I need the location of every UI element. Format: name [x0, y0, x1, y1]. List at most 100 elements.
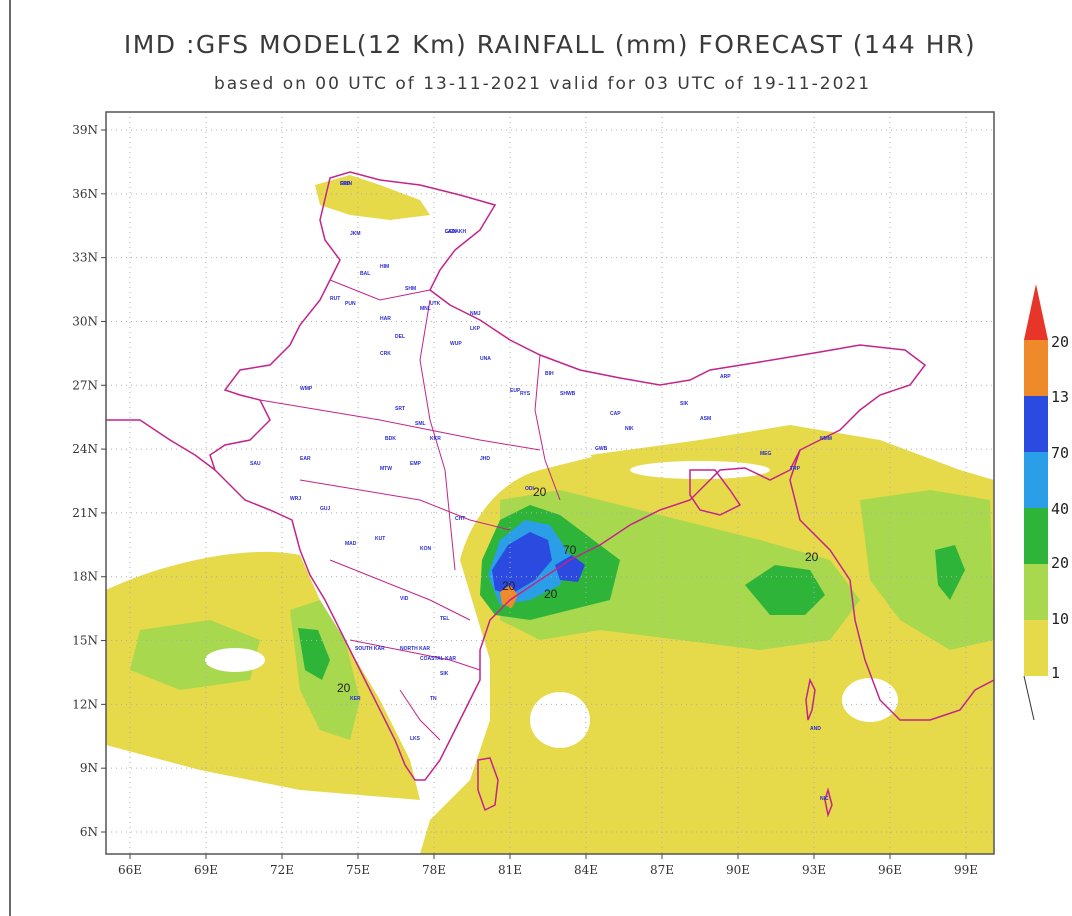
clear-patch-srilanka-east: [530, 692, 590, 748]
station-label: BIH: [545, 371, 554, 377]
state-line-4: [329, 559, 471, 621]
y-tick-label: 27N: [72, 378, 98, 392]
station-label: LADAKH: [445, 229, 466, 235]
station-label: KER: [350, 696, 361, 702]
station-label: UTK: [430, 301, 441, 307]
state-line-8: [399, 689, 441, 741]
station-label: DEL: [395, 334, 405, 340]
station-label: HIM: [380, 264, 389, 270]
station-label: BDK: [385, 436, 396, 442]
station-label: TN: [430, 696, 437, 702]
station-label: NIK: [625, 426, 634, 432]
legend-arrow-top: [1024, 284, 1048, 340]
station-label: FBD: [340, 181, 351, 187]
rain-zone-arabian-sea: [106, 551, 420, 800]
station-label: EMP: [410, 461, 422, 467]
x-tick-label: 96E: [878, 863, 902, 877]
station-label: MTW: [380, 466, 392, 472]
station-label: NMM: [820, 436, 832, 442]
y-tick-label: 15N: [72, 634, 98, 648]
legend-swatch-10: [1024, 564, 1048, 620]
station-labels: SRIN LADAKH JKM HIM UTK PUN HAR DEL WUP EUP BIH SHW…: [250, 181, 832, 802]
pakistan-border: [106, 419, 216, 471]
rain-zone-darkblue-main: [492, 532, 552, 595]
state-line-7: [534, 354, 561, 501]
rain-zone-orange-core: [500, 585, 518, 608]
station-label: ODI: [525, 486, 535, 492]
myanmar-border: [789, 449, 930, 721]
clear-patch-arabian: [205, 648, 265, 672]
station-label: SML: [415, 421, 426, 427]
x-tick-label: 84E: [574, 863, 598, 877]
contour-label: 20: [533, 485, 547, 499]
state-line-2: [259, 399, 541, 451]
legend-label: 40: [1051, 500, 1069, 518]
contour-label: 20: [544, 587, 558, 601]
station-label: MAD: [345, 541, 357, 547]
legend-swatch-40: [1024, 452, 1048, 508]
x-tick-label: 90E: [726, 863, 750, 877]
station-label: CHT: [455, 516, 465, 522]
thailand-border: [929, 679, 994, 721]
india-outline: [209, 171, 927, 781]
station-label: NORTH KAR: [400, 646, 430, 652]
political-boundaries: [106, 171, 994, 818]
station-label: CRK: [380, 351, 391, 357]
x-tick-label: 66E: [118, 863, 142, 877]
station-label: NIC: [820, 796, 829, 802]
station-label: RUT: [330, 296, 340, 302]
x-tick-label: 99E: [954, 863, 978, 877]
y-tick-label: 33N: [72, 251, 98, 265]
plot-frame: [105, 111, 995, 855]
bangladesh-outline: [689, 469, 742, 516]
rainfall-shading: [106, 175, 994, 854]
rain-zone-light-green-arabian: [130, 620, 260, 690]
station-label: UNA: [480, 356, 491, 362]
station-label: ASM: [700, 416, 711, 422]
state-line-3: [299, 479, 511, 531]
contour-label: 20: [502, 579, 516, 593]
station-label: SHWB: [560, 391, 576, 397]
y-tick-label: 18N: [72, 570, 98, 584]
station-label: HAR: [380, 316, 391, 322]
x-tick-label: 69E: [194, 863, 218, 877]
station-label: MNL: [420, 306, 431, 312]
x-tick-label: 72E: [270, 863, 294, 877]
legend-swatch-1: [1024, 620, 1048, 676]
station-label: SRT: [395, 406, 405, 412]
contour-labels: 20 20 20 70 20 20: [337, 485, 819, 695]
station-label: GGN: [445, 229, 457, 235]
left-edge-rule: [9, 0, 11, 916]
x-tick-label: 75E: [346, 863, 370, 877]
rain-zone-green-east: [935, 545, 965, 600]
rain-zone-light-green-east: [860, 490, 994, 650]
srilanka-outline: [477, 757, 499, 812]
station-label: KON: [420, 546, 432, 552]
station-label: PUN: [345, 301, 356, 307]
y-tick-label: 24N: [72, 442, 98, 456]
station-label: SIK: [440, 671, 449, 677]
state-line-1: [329, 279, 431, 301]
y-tick-label: 6N: [80, 825, 98, 839]
legend-label: 20: [1051, 554, 1069, 572]
contour-label: 20: [337, 681, 351, 695]
station-label: TEL: [440, 616, 449, 622]
legend-label: 20: [1051, 333, 1069, 351]
station-label: MEG: [760, 451, 772, 457]
station-label: ARP: [720, 374, 731, 380]
station-label: EUP: [510, 388, 521, 394]
legend-swatch-20: [1024, 508, 1048, 564]
legend-swatch-70: [1024, 396, 1048, 452]
station-label: JHD: [480, 456, 490, 462]
station-label: KUT: [375, 536, 385, 542]
legend-arrow-bottom: [1023, 675, 1035, 721]
station-label: WRJ: [290, 496, 301, 502]
state-line-6: [419, 299, 456, 571]
map-title: IMD :GFS MODEL(12 Km) RAINFALL (mm) FORE…: [123, 30, 977, 59]
station-label: WUP: [450, 341, 462, 347]
rain-zone-kashmir: [315, 175, 430, 220]
map-subtitle: based on 00 UTC of 13-11-2021 valid for …: [213, 74, 872, 94]
contour-label: 70: [563, 543, 577, 557]
station-label: JKM: [350, 231, 361, 237]
